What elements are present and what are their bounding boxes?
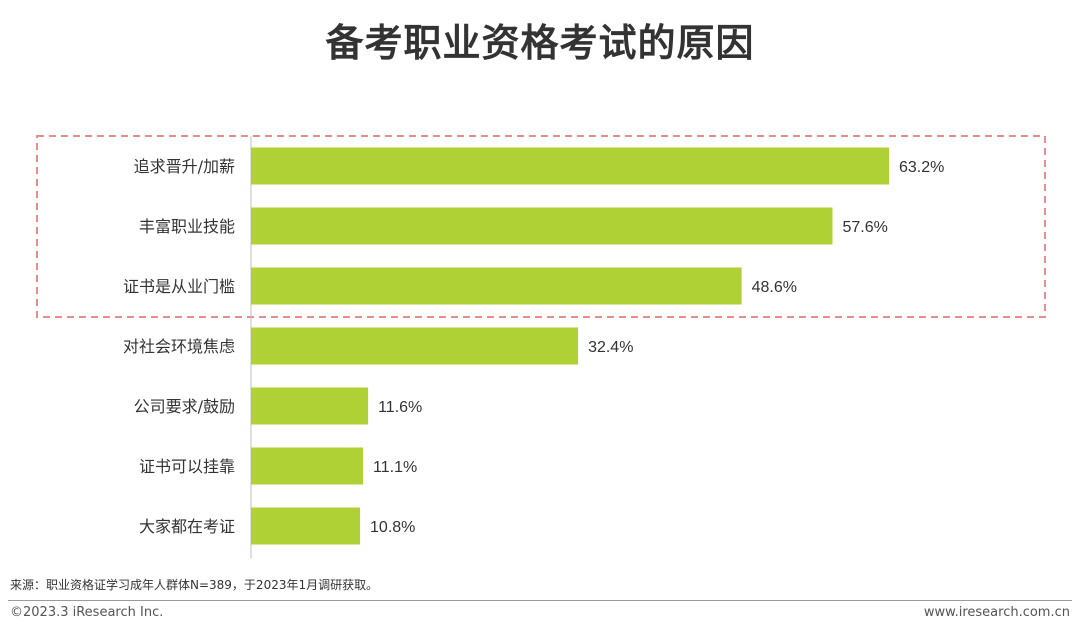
bar xyxy=(251,147,889,185)
footer-divider xyxy=(8,600,1072,601)
highlight-box xyxy=(36,135,1046,318)
data-label: 10.8% xyxy=(370,519,415,536)
bar xyxy=(251,507,361,545)
bar xyxy=(251,267,742,305)
category-label: 大家都在考证 xyxy=(139,517,235,536)
bar xyxy=(251,387,369,425)
category-label: 丰富职业技能 xyxy=(139,217,235,236)
bar-chart: 追求晋升/加薪 63.2% 丰富职业技能 57.6% 证书是从业门槛 48.6% 对社会环境… xyxy=(36,135,1046,558)
source-note: 来源：职业资格证学习成年人群体N=389，于2023年1月调研获取。 xyxy=(10,578,379,592)
bar xyxy=(251,327,579,365)
category-label: 证书可以挂靠 xyxy=(139,457,235,476)
bar xyxy=(251,447,364,485)
category-label: 证书是从业门槛 xyxy=(123,277,235,296)
chart-title: 备考职业资格考试的原因 xyxy=(325,21,755,65)
copyright-text: ©2023.3 iResearch Inc. xyxy=(10,605,164,620)
data-label: 63.2% xyxy=(899,159,944,176)
website-link[interactable]: www.iresearch.com.cn xyxy=(923,605,1070,620)
data-label: 57.6% xyxy=(842,219,887,236)
bar xyxy=(251,207,833,245)
data-label: 11.6% xyxy=(378,399,422,416)
data-label: 48.6% xyxy=(752,279,797,296)
category-label: 公司要求/鼓励 xyxy=(134,397,235,416)
data-label: 11.1% xyxy=(373,459,417,476)
category-label: 追求晋升/加薪 xyxy=(134,157,235,176)
category-label: 对社会环境焦虑 xyxy=(123,337,235,356)
data-label: 32.4% xyxy=(588,339,633,356)
